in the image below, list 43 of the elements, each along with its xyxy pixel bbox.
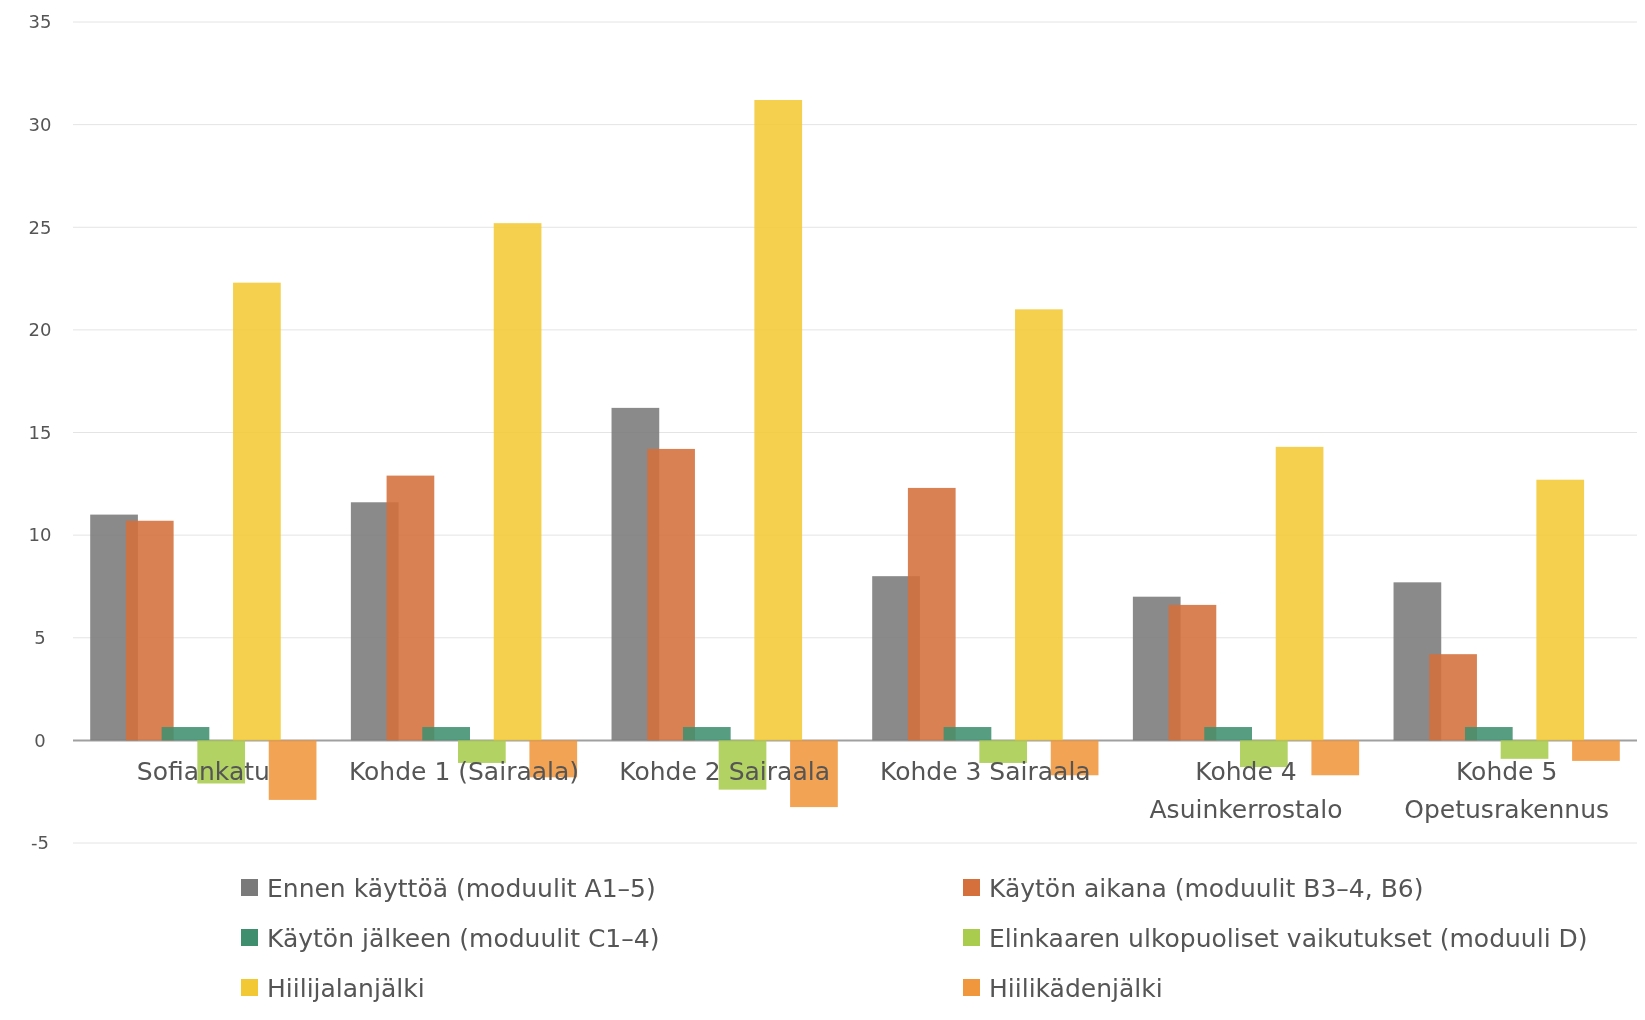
legend-label: Käytön aikana (moduulit B3–4, B6): [989, 873, 1424, 903]
bar: [386, 475, 435, 741]
bar: [1204, 727, 1252, 741]
y-tick-label: 35: [28, 11, 52, 33]
bar: [1311, 740, 1360, 776]
bar: [458, 740, 506, 763]
bar: [943, 727, 992, 741]
bar: [422, 727, 470, 741]
bar: [1500, 740, 1549, 759]
bar: [1168, 604, 1217, 741]
y-tick-label: -5: [31, 832, 49, 854]
bar: [1572, 740, 1620, 761]
bar: [682, 727, 731, 741]
legend-label: Elinkaaren ulkopuoliset vaikutukset (moduuli D): [989, 923, 1588, 953]
bar: [754, 100, 803, 741]
legend-label: Hiilikädenjälki: [989, 973, 1163, 1003]
y-tick-label: 20: [28, 319, 52, 341]
bar: [979, 740, 1028, 763]
y-tick-label: 25: [28, 216, 52, 238]
bar: [1275, 446, 1324, 741]
y-tick-label: 10: [28, 524, 52, 546]
y-tick-label: 0: [34, 729, 46, 751]
y-tick-label: 15: [28, 421, 52, 443]
bar: [493, 223, 542, 741]
x-tick-label: Kohde 1 (Sairaala): [348, 757, 580, 787]
legend-label: Hiilijalanjälki: [267, 973, 425, 1003]
bar: [1536, 479, 1585, 741]
y-tick-label: 5: [34, 627, 46, 649]
x-tick-label: Kohde 5 Opetusrakennus: [1404, 757, 1610, 825]
legend-label: Ennen käyttöä (moduulit A1–5): [267, 873, 656, 903]
bar: [161, 727, 210, 741]
bar: [1015, 309, 1063, 741]
bar: [1464, 727, 1513, 741]
bar: [125, 520, 174, 741]
x-tick-label: Kohde 3 Sairaala: [880, 757, 1091, 787]
bar: [268, 740, 317, 800]
bar: [907, 487, 956, 741]
y-tick-label: 30: [28, 113, 52, 135]
x-tick-label: Kohde 4 Asuinkerrostalo: [1149, 757, 1343, 825]
legend-label: Käytön jälkeen (moduulit C1–4): [267, 923, 660, 953]
bar: [233, 282, 281, 741]
bar: [1429, 654, 1477, 741]
bar: [647, 448, 695, 741]
